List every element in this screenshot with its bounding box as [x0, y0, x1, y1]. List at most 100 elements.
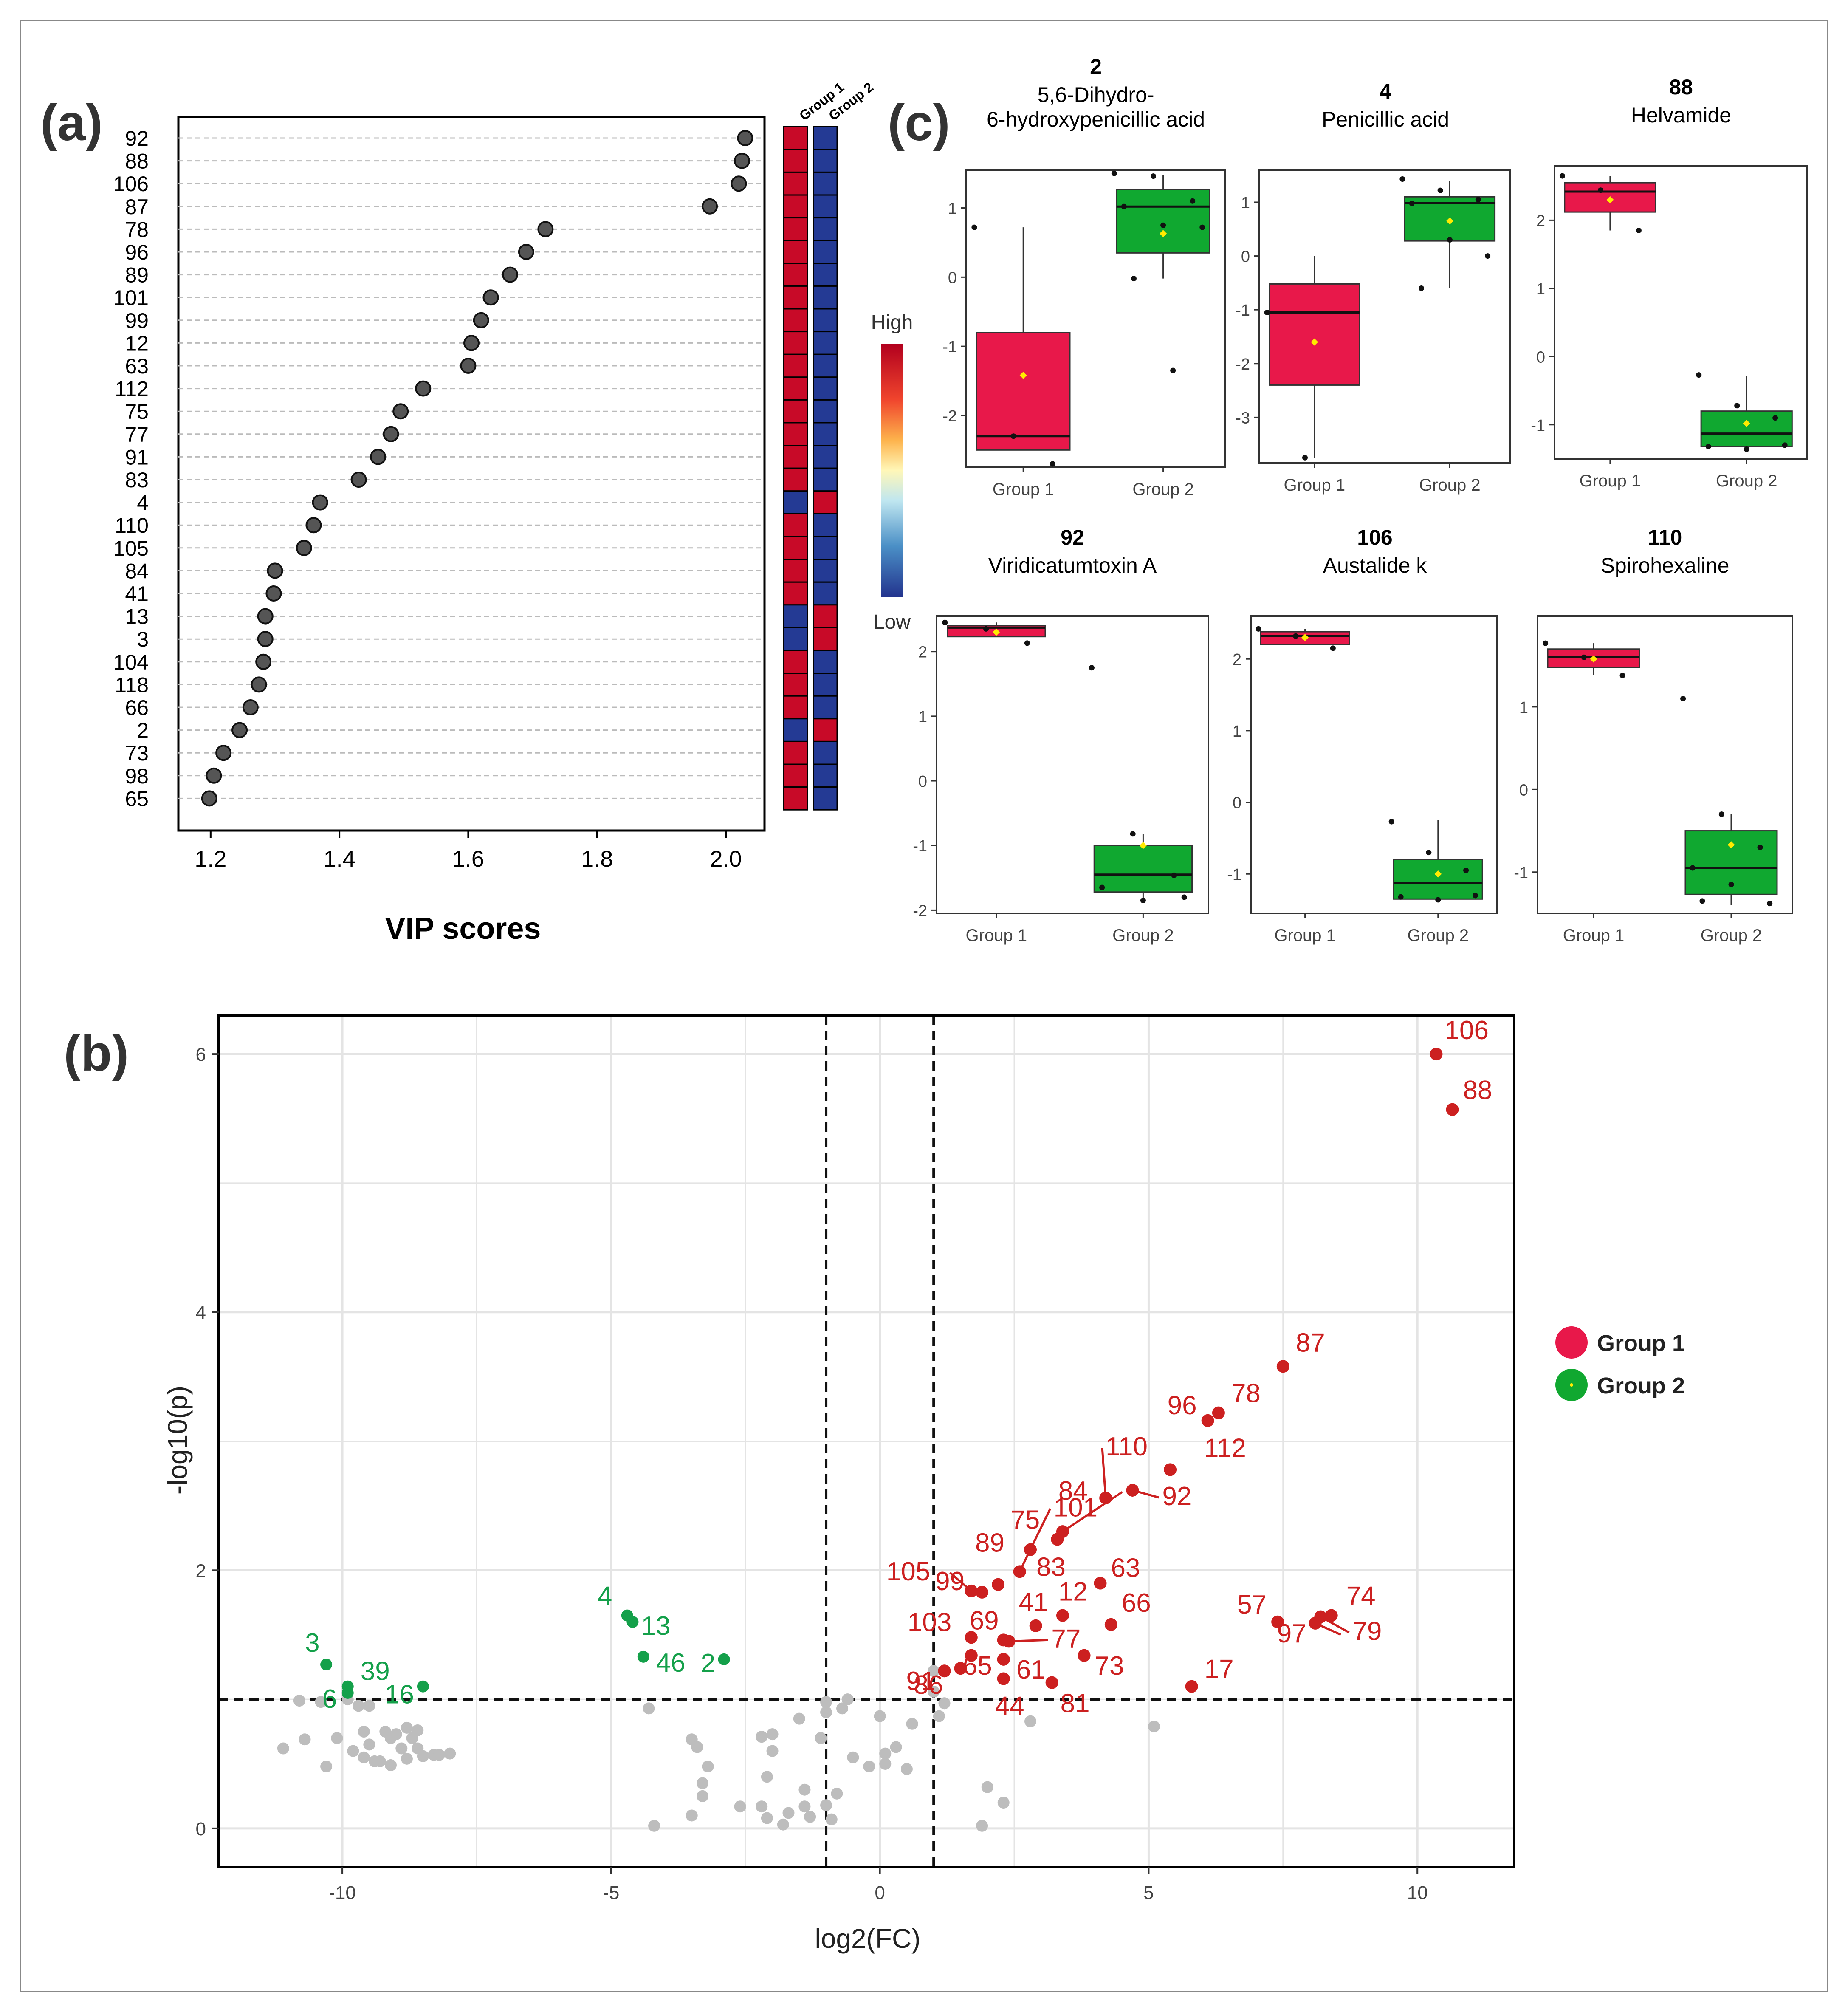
volcano-x-tick-label: 5 [1143, 1882, 1154, 1903]
heat-cell-group-2 [813, 786, 838, 811]
volcano-label-leader [1062, 1491, 1123, 1533]
vip-compound-label: 77 [125, 423, 149, 446]
vip-compound-label: 96 [125, 240, 149, 264]
volcano-point-group-1 [997, 1672, 1010, 1685]
volcano-label-group-1: 86 [914, 1670, 943, 1700]
box-data-point [942, 619, 948, 625]
box-data-point [1409, 200, 1415, 206]
volcano-point-nonsignificant [761, 1771, 773, 1783]
volcano-point-nonsignificant [890, 1741, 902, 1753]
volcano-point-nonsignificant [401, 1721, 413, 1734]
volcano-point-nonsignificant [815, 1732, 827, 1744]
vip-compound-label: 66 [125, 696, 149, 720]
volcano-point-group-1 [1104, 1618, 1117, 1631]
volcano-point-nonsignificant [820, 1799, 832, 1811]
box-data-point [1111, 170, 1117, 176]
vip-point [296, 540, 312, 556]
vip-compound-label: 41 [125, 582, 149, 606]
volcano-point-nonsignificant [390, 1728, 402, 1741]
box-data-point [1696, 372, 1702, 378]
volcano-point-group-1 [1051, 1533, 1064, 1546]
box-x-tick-label: Group 2 [1701, 926, 1762, 945]
vip-compound-label: 112 [115, 377, 149, 401]
vip-compound-label: 73 [125, 741, 149, 765]
box-data-point [1131, 276, 1137, 282]
volcano-point-group-1 [1185, 1680, 1198, 1693]
box-data-point [1772, 415, 1778, 421]
box-data-point [1130, 831, 1136, 837]
box-data-point [1472, 893, 1478, 899]
volcano-y-tick-label: 4 [196, 1303, 206, 1323]
vip-compound-label: 2 [137, 719, 149, 743]
box-x-tick-label: Group 2 [1716, 472, 1777, 490]
box-data-point [1485, 253, 1491, 259]
vip-compound-label: 87 [125, 195, 149, 219]
box-data-point [1435, 897, 1441, 903]
heat-cell-group-2 [813, 604, 838, 628]
vip-plot-frame [177, 116, 766, 832]
heat-cell-group-1 [783, 673, 808, 697]
volcano-gridlines [219, 1015, 1514, 1867]
volcano-point-nonsignificant [277, 1742, 289, 1755]
volcano-label-group-2: 46 [656, 1648, 686, 1678]
volcano-point-group-2 [626, 1616, 639, 1628]
box-y-tick-label: -2 [942, 407, 957, 425]
vip-point [242, 699, 259, 715]
volcano-point-group-2 [718, 1653, 730, 1665]
vip-compound-label: 99 [125, 309, 149, 333]
volcano-point-nonsignificant [900, 1763, 913, 1775]
volcano-label-leader [1132, 1489, 1160, 1499]
vip-point [460, 358, 477, 374]
volcano-point-nonsignificant [879, 1747, 892, 1760]
volcano-point-nonsignificant [841, 1693, 854, 1706]
box-data-point [1581, 654, 1587, 660]
box-data-point [1728, 882, 1734, 887]
vip-point [370, 449, 387, 465]
box-y-tick-label: 0 [1241, 248, 1250, 266]
volcano-point-nonsignificant [691, 1741, 703, 1753]
vip-x-tick-label: 1.4 [324, 846, 355, 872]
box-x-tick-label: Group 1 [1563, 926, 1625, 945]
volcano-label-group-1: 88 [1463, 1076, 1492, 1105]
vip-point [257, 608, 274, 625]
volcano-point-nonsignificant [847, 1751, 859, 1763]
volcano-point-group-1 [1212, 1406, 1225, 1419]
vip-compound-label: 89 [125, 263, 149, 287]
volcano-point-nonsignificant [374, 1755, 386, 1767]
volcano-point-group-1 [1056, 1609, 1069, 1622]
volcano-point-group-1 [1271, 1615, 1284, 1628]
volcano-label-group-1: 81 [1061, 1689, 1090, 1718]
heat-cell-group-1 [783, 285, 808, 310]
volcano-label-leader [1315, 1622, 1341, 1636]
box-x-tick-label: Group 1 [966, 926, 1027, 945]
box-data-point [1690, 865, 1696, 871]
volcano-point-nonsignificant [315, 1696, 327, 1708]
volcano-point-group-1 [1078, 1649, 1091, 1662]
vip-point [502, 266, 518, 283]
heat-cell-group-2 [813, 673, 838, 697]
volcano-point-nonsignificant [293, 1695, 305, 1707]
volcano-label-group-1: 105 [886, 1557, 930, 1586]
box-x-tick-label: Group 2 [1132, 480, 1194, 499]
vip-compound-label: 104 [113, 650, 149, 674]
box-data-point [1199, 224, 1205, 230]
box-data-point [1475, 197, 1481, 203]
box-x-tick-label: Group 1 [1580, 472, 1641, 490]
volcano-point-nonsignificant [874, 1710, 886, 1722]
volcano-point-group-1 [997, 1653, 1010, 1666]
box-data-point [1160, 222, 1166, 228]
volcano-point-nonsignificant [444, 1747, 456, 1760]
heat-cell-group-2 [813, 126, 838, 150]
heat-cell-group-1 [783, 695, 808, 720]
volcano-point-group-1 [1164, 1463, 1177, 1476]
volcano-point-nonsignificant [395, 1742, 408, 1755]
box-mean-marker [1311, 338, 1318, 346]
box-plot-compound-name: Austalide k [1323, 554, 1428, 577]
box-plot-compound-number: 92 [1061, 526, 1084, 549]
vip-x-tick-label: 2.0 [710, 846, 742, 872]
box-data-point [1264, 310, 1270, 316]
volcano-label-leader [1009, 1639, 1048, 1642]
volcano-point-nonsignificant [793, 1712, 805, 1725]
box-plot-compound-number: 4 [1380, 79, 1391, 103]
